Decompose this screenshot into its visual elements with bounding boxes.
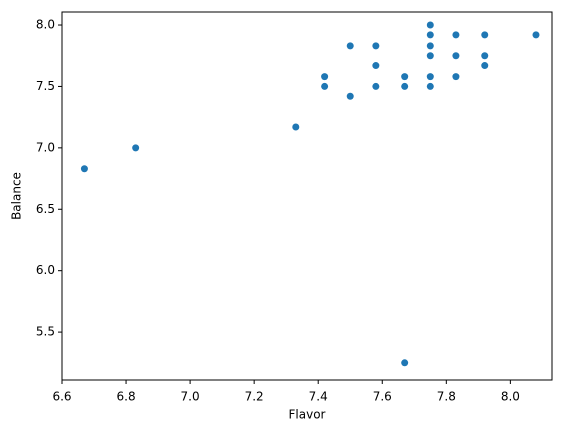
x-tick-label: 6.6: [52, 390, 71, 404]
point: [321, 82, 329, 90]
point: [321, 73, 329, 81]
point: [426, 52, 434, 60]
point: [372, 62, 380, 70]
point: [532, 31, 540, 39]
point: [372, 82, 380, 90]
x-tick-label: 6.8: [117, 390, 136, 404]
x-tick-label: 7.6: [373, 390, 392, 404]
x-tick-label: 8.0: [501, 390, 520, 404]
point: [346, 42, 354, 50]
point: [481, 52, 489, 60]
x-tick-label: 7.0: [181, 390, 200, 404]
point: [372, 42, 380, 50]
point: [401, 73, 409, 81]
y-axis-label: Balance: [10, 172, 24, 220]
y-tick-label: 8.0: [36, 18, 55, 32]
point: [426, 82, 434, 90]
point: [481, 31, 489, 39]
point: [401, 82, 409, 90]
point: [426, 73, 434, 81]
y-tick-label: 5.5: [36, 325, 55, 339]
point: [426, 21, 434, 29]
point: [80, 165, 88, 173]
y-tick-label: 6.0: [36, 263, 55, 277]
y-tick-label: 7.5: [36, 79, 55, 93]
x-tick-label: 7.4: [309, 390, 328, 404]
point: [292, 123, 300, 131]
x-axis-label: Flavor: [289, 408, 326, 422]
point: [426, 42, 434, 50]
point: [401, 359, 409, 367]
point: [132, 144, 140, 152]
point: [452, 73, 460, 81]
x-tick-label: 7.2: [245, 390, 264, 404]
point: [452, 31, 460, 39]
x-tick-label: 7.8: [437, 390, 456, 404]
point: [452, 52, 460, 60]
y-tick-label: 7.0: [36, 140, 55, 154]
plot-frame: [61, 11, 553, 381]
y-tick-label: 6.5: [36, 202, 55, 216]
point: [426, 31, 434, 39]
point: [481, 62, 489, 70]
point: [346, 92, 354, 100]
